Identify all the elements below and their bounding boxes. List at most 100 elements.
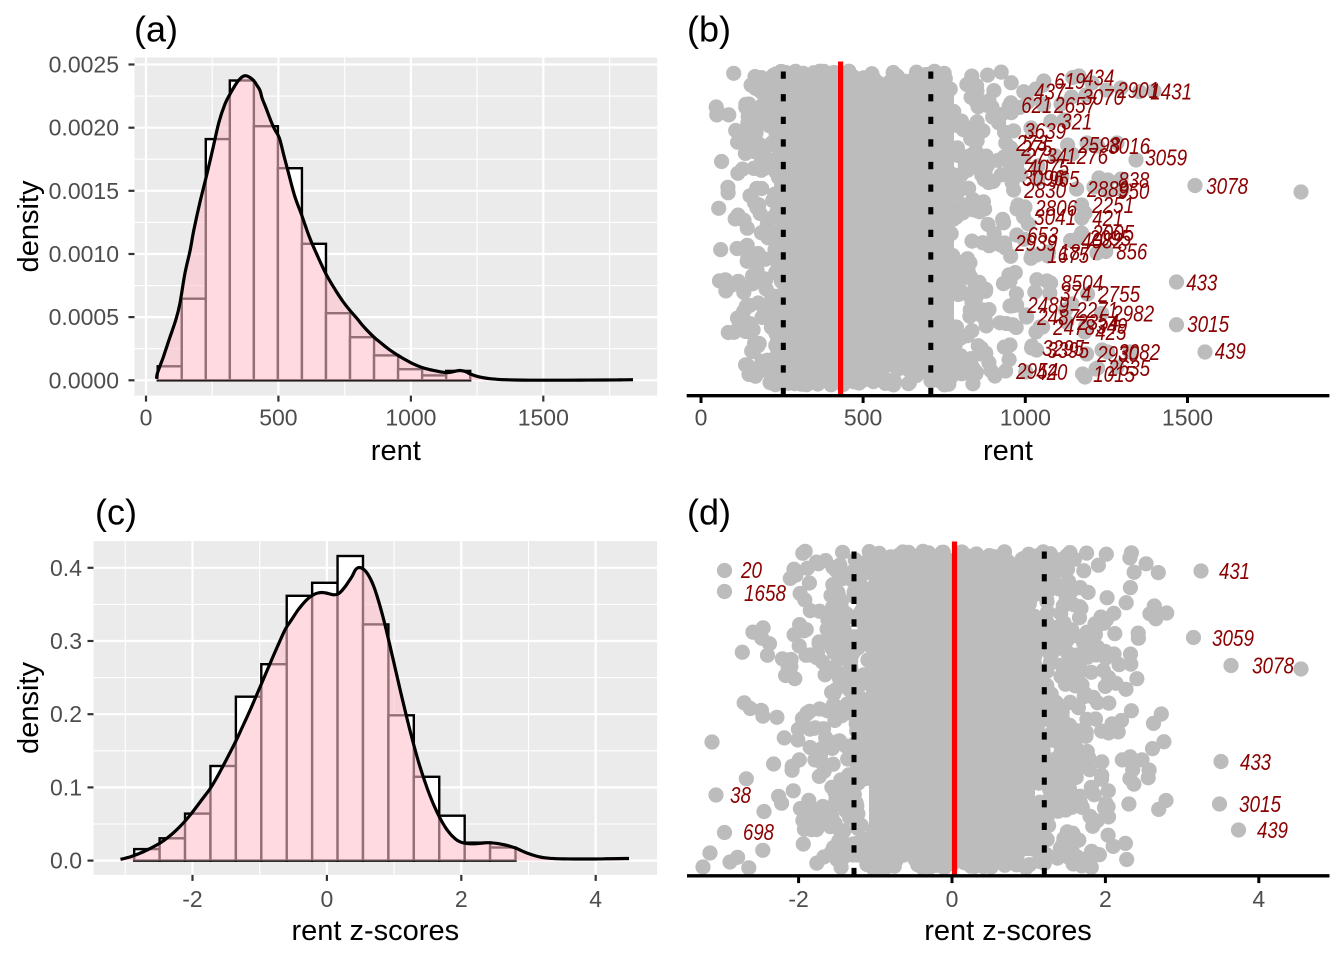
svg-text:0.0005: 0.0005 xyxy=(49,304,119,330)
svg-text:621: 621 xyxy=(1021,92,1052,118)
svg-text:0: 0 xyxy=(321,886,334,912)
svg-text:density: density xyxy=(13,180,45,272)
svg-text:(d): (d) xyxy=(687,492,731,533)
svg-text:1658: 1658 xyxy=(744,580,786,606)
svg-text:(a): (a) xyxy=(134,9,178,50)
svg-text:1500: 1500 xyxy=(518,405,569,431)
svg-text:-2: -2 xyxy=(788,886,808,912)
svg-text:0.0015: 0.0015 xyxy=(49,178,119,204)
svg-text:0.0: 0.0 xyxy=(50,848,82,874)
svg-text:1500: 1500 xyxy=(1162,405,1213,431)
svg-text:698: 698 xyxy=(743,819,774,845)
svg-text:2657: 2657 xyxy=(1053,92,1097,118)
svg-text:density: density xyxy=(13,662,45,754)
svg-text:433: 433 xyxy=(1240,749,1271,775)
svg-text:0: 0 xyxy=(140,405,153,431)
svg-text:0.0025: 0.0025 xyxy=(49,52,119,78)
svg-text:1015: 1015 xyxy=(1093,361,1135,387)
svg-text:4075: 4075 xyxy=(1027,155,1069,181)
svg-text:374: 374 xyxy=(1060,280,1091,306)
svg-text:349: 349 xyxy=(1096,313,1127,339)
svg-text:0.2: 0.2 xyxy=(50,701,82,727)
svg-text:433: 433 xyxy=(1186,270,1217,296)
svg-text:2830: 2830 xyxy=(1023,177,1066,203)
svg-text:2489: 2489 xyxy=(1026,292,1069,318)
svg-text:8504: 8504 xyxy=(1061,270,1103,296)
svg-text:2271: 2271 xyxy=(1075,297,1118,323)
svg-text:2005: 2005 xyxy=(1091,220,1134,246)
svg-text:2982: 2982 xyxy=(1111,301,1154,327)
svg-text:2354: 2354 xyxy=(1076,309,1119,335)
svg-text:3639: 3639 xyxy=(1024,118,1066,144)
svg-text:2: 2 xyxy=(455,886,468,912)
svg-text:500: 500 xyxy=(844,405,882,431)
svg-text:4: 4 xyxy=(589,886,602,912)
svg-text:3016: 3016 xyxy=(1108,133,1150,159)
svg-text:38: 38 xyxy=(730,782,751,808)
svg-text:rent: rent xyxy=(983,435,1033,467)
svg-text:2095: 2095 xyxy=(1088,225,1131,251)
svg-text:434: 434 xyxy=(1083,65,1114,91)
svg-text:437: 437 xyxy=(1034,79,1066,105)
svg-text:-2: -2 xyxy=(182,886,202,912)
svg-text:3070: 3070 xyxy=(1082,84,1124,110)
svg-text:439: 439 xyxy=(1257,817,1288,843)
svg-text:2954: 2954 xyxy=(1015,358,1058,384)
svg-text:4082: 4082 xyxy=(1081,228,1123,254)
svg-text:3096: 3096 xyxy=(1022,165,1064,191)
svg-text:rent z-scores: rent z-scores xyxy=(291,915,459,947)
svg-text:838: 838 xyxy=(1118,167,1149,193)
svg-text:0: 0 xyxy=(695,405,708,431)
svg-text:2: 2 xyxy=(1099,886,1112,912)
svg-text:2734: 2734 xyxy=(1024,143,1067,169)
svg-text:500: 500 xyxy=(259,405,297,431)
svg-text:425: 425 xyxy=(1095,319,1126,345)
svg-text:2251: 2251 xyxy=(1091,192,1134,218)
svg-text:0.4: 0.4 xyxy=(50,555,82,581)
svg-text:2755: 2755 xyxy=(1097,281,1140,307)
svg-text:321: 321 xyxy=(1061,109,1092,135)
svg-text:2901: 2901 xyxy=(1116,77,1159,103)
svg-text:2806: 2806 xyxy=(1034,195,1077,221)
svg-text:2635: 2635 xyxy=(1107,355,1150,381)
svg-text:275: 275 xyxy=(1020,135,1052,161)
svg-text:4: 4 xyxy=(1252,886,1265,912)
svg-text:1276: 1276 xyxy=(1066,143,1108,169)
svg-text:0.1: 0.1 xyxy=(50,774,82,800)
svg-text:0.0010: 0.0010 xyxy=(49,241,119,267)
svg-text:0: 0 xyxy=(946,886,959,912)
svg-text:1877: 1877 xyxy=(1059,239,1102,265)
svg-text:965: 965 xyxy=(1048,166,1079,192)
svg-text:1000: 1000 xyxy=(1000,405,1051,431)
svg-text:3078: 3078 xyxy=(1206,173,1248,199)
svg-text:0.3: 0.3 xyxy=(50,628,82,654)
svg-text:2478: 2478 xyxy=(1052,314,1095,340)
svg-text:3059: 3059 xyxy=(1145,145,1187,171)
svg-text:653: 653 xyxy=(1027,222,1058,248)
svg-text:2598: 2598 xyxy=(1077,132,1120,158)
svg-text:2939: 2939 xyxy=(1014,230,1057,256)
svg-text:431: 431 xyxy=(1219,558,1250,584)
svg-text:3015: 3015 xyxy=(1187,311,1229,337)
svg-text:rent: rent xyxy=(371,435,421,467)
svg-text:1675: 1675 xyxy=(1047,242,1089,268)
svg-text:3041: 3041 xyxy=(1034,204,1076,230)
svg-text:421: 421 xyxy=(1092,205,1123,231)
svg-text:1000: 1000 xyxy=(385,405,436,431)
svg-text:2930: 2930 xyxy=(1096,341,1139,367)
svg-text:273: 273 xyxy=(1015,130,1047,156)
svg-text:20: 20 xyxy=(740,557,762,583)
svg-text:2487: 2487 xyxy=(1036,304,1080,330)
svg-text:(b): (b) xyxy=(687,9,731,50)
svg-text:3078: 3078 xyxy=(1252,653,1294,679)
svg-text:856: 856 xyxy=(1116,239,1147,265)
svg-text:3082: 3082 xyxy=(1118,339,1160,365)
svg-text:3059: 3059 xyxy=(1212,625,1254,651)
svg-text:0.0020: 0.0020 xyxy=(49,115,119,141)
svg-text:0.0000: 0.0000 xyxy=(49,367,119,393)
svg-text:3295: 3295 xyxy=(1042,335,1084,361)
svg-text:(c): (c) xyxy=(95,492,137,533)
svg-text:420: 420 xyxy=(1036,359,1067,385)
svg-text:3395: 3395 xyxy=(1047,337,1089,363)
svg-text:3015: 3015 xyxy=(1239,791,1281,817)
